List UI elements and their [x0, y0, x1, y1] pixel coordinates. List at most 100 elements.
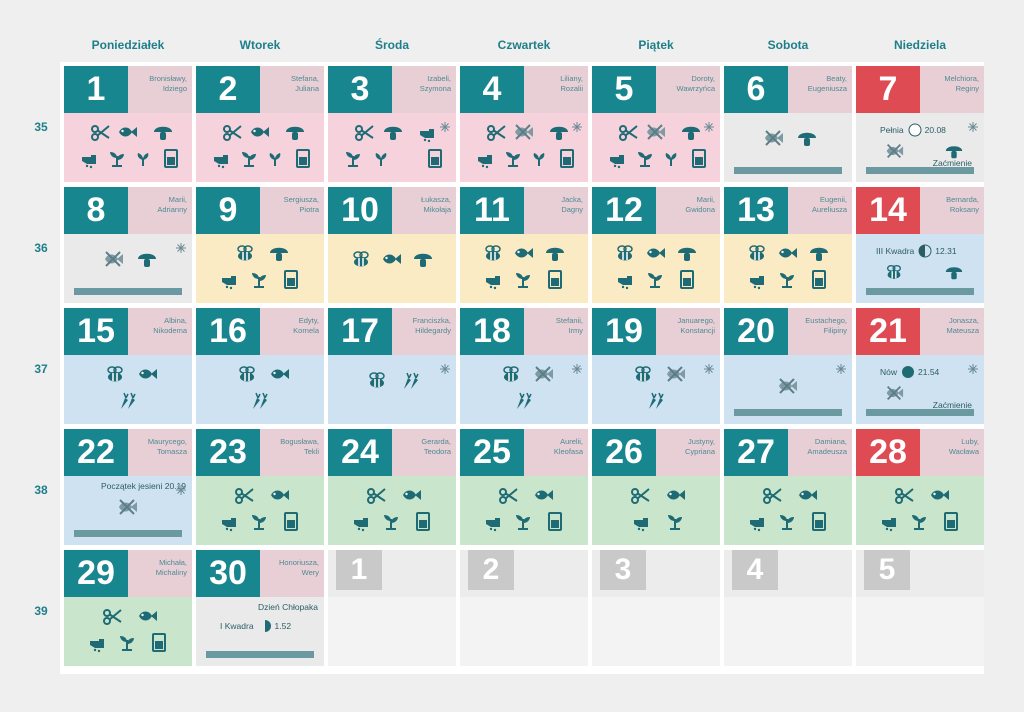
- day-cell[interactable]: 3: [592, 550, 720, 666]
- day-header: Sobota: [767, 38, 809, 52]
- day-cell[interactable]: 22 Maurycego, Tomasza Początek jesieni 20.…: [64, 429, 192, 545]
- day-body: [460, 597, 588, 666]
- bee-icon: [350, 248, 372, 270]
- day-cell[interactable]: 11 Jacka, Dagny: [460, 187, 588, 303]
- day-cell[interactable]: 2: [460, 550, 588, 666]
- day-cell[interactable]: 4: [724, 550, 852, 666]
- day-cell[interactable]: 30 Honoriusza, Wery I Kwadra 1.52 Dzień Chło…: [196, 550, 324, 666]
- day-cell[interactable]: 2 Stefana, Juliana: [196, 66, 324, 182]
- day-cell[interactable]: 24 Gerarda, Teodora: [328, 429, 456, 545]
- day-cell[interactable]: 15 Albina, Nikodema: [64, 308, 192, 424]
- hand-icon: [614, 268, 636, 290]
- bee-icon: [614, 242, 636, 264]
- day-body: [592, 234, 720, 303]
- fish-icon: [644, 242, 666, 264]
- day-cell[interactable]: 1 Bronisławy, Idziego: [64, 66, 192, 182]
- day-cell[interactable]: 8 Marii, Adrianny: [64, 187, 192, 303]
- hand-icon: [350, 510, 372, 532]
- no-fish-icon: [102, 248, 124, 270]
- day-cell[interactable]: 17 Franciszka, Hildegardy: [328, 308, 456, 424]
- seedling-icon: [512, 510, 534, 532]
- fish-icon: [512, 242, 534, 264]
- snowflake-icon: [704, 119, 714, 132]
- day-number: 18: [460, 308, 524, 355]
- day-cell[interactable]: 13 Eugenii, Aureliusza: [724, 187, 852, 303]
- progress-bar: [866, 167, 974, 174]
- day-body: [460, 355, 588, 424]
- day-cell[interactable]: 3 Izabeli, Szymona: [328, 66, 456, 182]
- day-cell[interactable]: 19 Januarego, Konstancji: [592, 308, 720, 424]
- seedling-icon: [342, 147, 364, 169]
- fish-icon: [776, 242, 798, 264]
- fish-icon: [400, 484, 422, 506]
- day-body: [724, 234, 852, 303]
- no-fish-icon: [884, 383, 904, 403]
- day-cell[interactable]: 28 Luby, Wacława: [856, 429, 984, 545]
- snowflake-icon: [176, 482, 186, 495]
- day-cell[interactable]: 5 Doroty, Wawrzyńca: [592, 66, 720, 182]
- jar-icon: [556, 147, 578, 169]
- day-body: [856, 597, 984, 666]
- day-cell[interactable]: 20 Eustachego, Filipiny: [724, 308, 852, 424]
- day-cell[interactable]: 25 Aurelii, Kleofasa: [460, 429, 588, 545]
- day-cell[interactable]: 26 Justyny, Cypriana: [592, 429, 720, 545]
- name-day: Edyty, Kornela: [260, 308, 324, 355]
- moon-first-icon: [258, 619, 271, 632]
- day-cell[interactable]: 9 Sergiusza, Piotra: [196, 187, 324, 303]
- name-day: Januarego, Konstancji: [656, 308, 720, 355]
- day-number: 12: [592, 187, 656, 234]
- hand-icon: [878, 510, 900, 532]
- name-day: Luby, Wacława: [920, 429, 984, 476]
- hand-icon: [482, 510, 504, 532]
- scissors-icon: [234, 484, 256, 506]
- sprout-icon: [264, 147, 286, 169]
- name-day: Michała, Michaliny: [128, 550, 192, 597]
- calendar-grid: 1 Bronisławy, Idziego 2 Stefana, Juliana 3 Iz…: [60, 62, 984, 674]
- day-number: 27: [724, 429, 788, 476]
- progress-bar: [734, 409, 842, 416]
- day-cell[interactable]: 23 Bogusława, Tekli: [196, 429, 324, 545]
- day-cell[interactable]: 7 Melchiora, Reginy Pełnia 20.08 Zaćmienie: [856, 66, 984, 182]
- jar-icon: [808, 268, 830, 290]
- mushroom-icon: [676, 242, 698, 264]
- moon-phase: III Kwadra 12.31: [876, 244, 957, 258]
- moon-phase: I Kwadra 1.52: [220, 619, 291, 632]
- moon-phase: Nów 21.54: [880, 365, 939, 378]
- fish-icon: [268, 363, 290, 385]
- day-cell[interactable]: 14 Bernarda, Roksany III Kwadra 12.31: [856, 187, 984, 303]
- day-cell[interactable]: 4 Liliany, Rozalii: [460, 66, 588, 182]
- day-cell[interactable]: 5: [856, 550, 984, 666]
- fish-icon: [664, 484, 686, 506]
- mushroom-icon: [152, 121, 174, 143]
- day-body: [196, 355, 324, 424]
- day-cell[interactable]: 12 Marii, Gwidona: [592, 187, 720, 303]
- jar-icon: [808, 510, 830, 532]
- day-number: 24: [328, 429, 392, 476]
- day-cell[interactable]: 29 Michała, Michaliny: [64, 550, 192, 666]
- moon-phase-label: Pełnia: [880, 124, 904, 135]
- carrot-icon: [117, 389, 139, 411]
- moon-new-icon: [901, 365, 915, 378]
- name-day: Aurelii, Kleofasa: [524, 429, 588, 476]
- day-number: 15: [64, 308, 128, 355]
- day-number: 29: [64, 550, 128, 597]
- day-number: 5: [864, 550, 910, 590]
- day-cell[interactable]: 16 Edyty, Kornela: [196, 308, 324, 424]
- seedling-icon: [776, 510, 798, 532]
- snowflake-icon: [836, 361, 846, 374]
- seedling-icon: [106, 147, 128, 169]
- seedling-icon: [116, 631, 138, 653]
- day-body: III Kwadra 12.31: [856, 234, 984, 303]
- day-cell[interactable]: 27 Damiana, Amadeusza: [724, 429, 852, 545]
- snowflake-icon: [572, 119, 582, 132]
- day-cell[interactable]: 18 Stefanii, Irmy: [460, 308, 588, 424]
- day-cell[interactable]: 6 Beaty, Eugeniusza: [724, 66, 852, 182]
- mushroom-icon: [944, 262, 964, 282]
- day-cell[interactable]: 10 Łukasza, Mikołaja: [328, 187, 456, 303]
- jar-icon: [292, 147, 314, 169]
- week-number: 36: [34, 241, 48, 255]
- day-body: [64, 597, 192, 666]
- day-cell[interactable]: 21 Jonasza, Mateusza Nów 21.54 Zaćmienie: [856, 308, 984, 424]
- bee-icon: [236, 363, 258, 385]
- day-cell[interactable]: 1: [328, 550, 456, 666]
